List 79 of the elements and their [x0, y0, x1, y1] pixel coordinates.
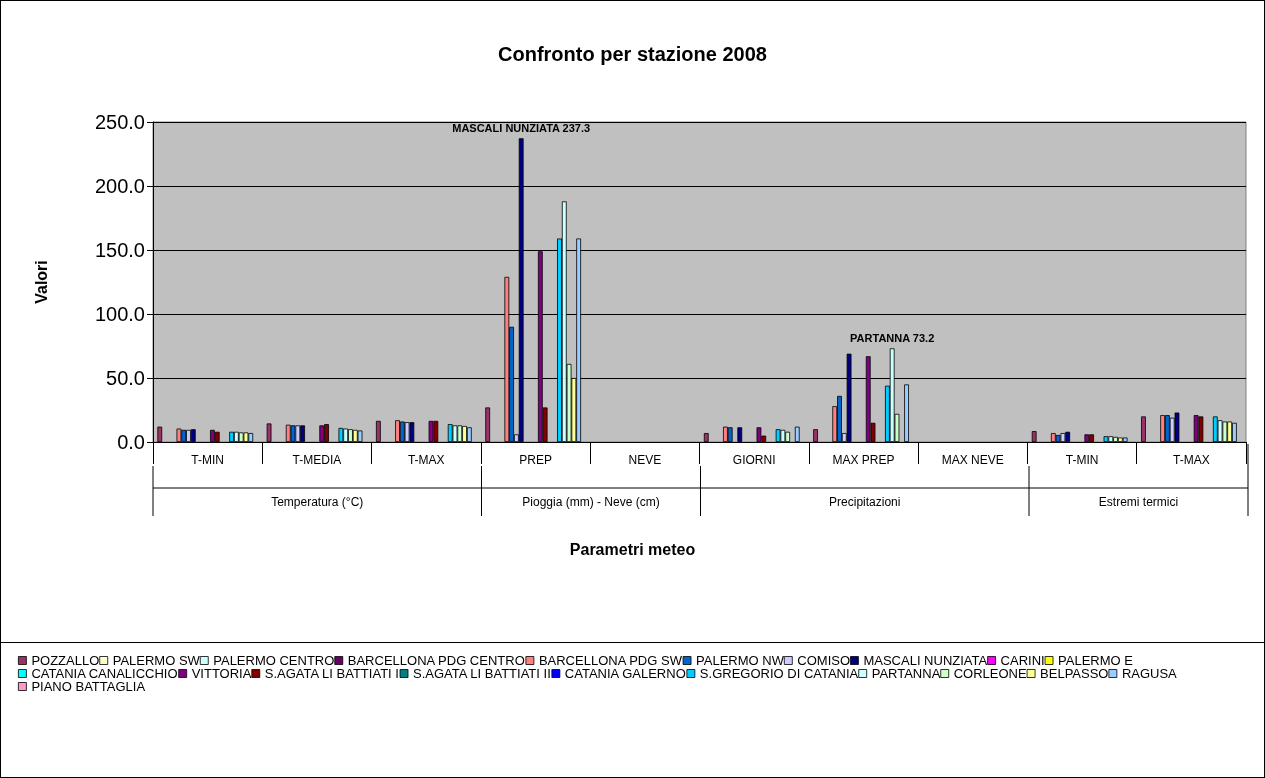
bar — [233, 431, 239, 442]
y-axis-title: Valori — [32, 260, 50, 304]
legend-label: PALERMO SW — [112, 653, 201, 668]
bar — [1160, 415, 1166, 442]
bar — [157, 426, 163, 442]
x-tick-label: PREP — [519, 453, 552, 467]
bar — [737, 427, 743, 442]
x-tick-label: MAX PREP — [832, 453, 895, 467]
bar — [319, 425, 325, 442]
legend-label: PIANO BATTAGLIA — [31, 679, 146, 694]
legend-label: POZZALLO — [31, 653, 100, 668]
legend-label: CARINI — [1000, 653, 1045, 668]
bar — [703, 433, 709, 442]
legend-label: S.GREGORIO DI CATANIA — [699, 666, 859, 681]
bar — [1141, 416, 1146, 442]
legend-label: PARTANNA — [871, 666, 941, 681]
bar — [466, 427, 472, 442]
legend-label: S.AGATA LI BATTIATI I — [264, 666, 399, 681]
y-tick-label: 50.0 — [106, 367, 145, 389]
bar — [290, 425, 296, 442]
legend-label: CATANIA CANALICCHIO — [31, 666, 178, 681]
text: Pioggia (mm) - Neve (cm) — [522, 495, 660, 509]
x-tick-label: GIORNI — [732, 453, 776, 467]
legend-label: CATANIA GALERNO — [564, 666, 686, 681]
legend-label: S.AGATA LI BATTIATI II — [413, 666, 551, 681]
legend-label: COMISO — [797, 653, 851, 668]
x-tick-label: NEVE — [628, 453, 662, 467]
text: Temperatura (°C) — [271, 495, 364, 509]
x-tick-label: T-MIN — [191, 453, 224, 467]
bar — [452, 425, 458, 442]
y-tick-label: 100.0 — [94, 303, 145, 325]
bar — [1217, 420, 1223, 442]
x-axis-title: Parametri meteo — [569, 540, 696, 558]
bar — [375, 420, 381, 442]
bar — [338, 427, 344, 442]
legend-label: BELPASSO — [1040, 666, 1109, 681]
legend-label: BARCELLONA PDG SW — [538, 653, 683, 668]
bar — [1174, 412, 1180, 442]
bar — [243, 432, 249, 442]
bar — [176, 428, 182, 442]
legend-label: RAGUSA — [1121, 666, 1178, 681]
bar — [813, 429, 818, 442]
x-tick-label: T-MIN — [1065, 453, 1099, 467]
text: Precipitazioni — [829, 495, 901, 509]
bar — [727, 427, 733, 442]
legend-label: PALERMO E — [1058, 653, 1134, 668]
bar — [1103, 436, 1109, 442]
bar — [214, 431, 220, 442]
legend-label: MASCALI NUNZIATA — [863, 653, 988, 668]
bar — [190, 429, 196, 442]
legend-label: PALERMO CENTRO — [213, 653, 335, 668]
x-tick-label: T-MEDIA — [292, 453, 342, 467]
bar — [1122, 437, 1128, 442]
bar — [1055, 434, 1061, 442]
bar — [266, 423, 272, 442]
x-tick-label: T-MAX — [407, 453, 445, 467]
bar — [357, 430, 363, 442]
bar — [1084, 434, 1090, 442]
y-tick-label: 200.0 — [94, 175, 145, 197]
bar — [428, 420, 434, 442]
bar — [1031, 431, 1037, 442]
bar — [904, 384, 909, 442]
legend-label: BARCELLONA PDG CENTRO — [347, 653, 525, 668]
data-label: MASCALI NUNZIATA 237.3 — [452, 121, 591, 134]
bar — [485, 407, 491, 442]
y-tick-label: 0.0 — [117, 431, 145, 453]
legend-label: VITTORIA — [191, 666, 252, 681]
bar — [756, 427, 762, 442]
chart-title: Confronto per stazione 2008 — [498, 43, 767, 65]
x-tick-label: MAX NEVE — [941, 453, 1004, 467]
y-tick-label: 250.0 — [94, 111, 145, 133]
data-label: PARTANNA 73.2 — [850, 331, 935, 344]
y-tick-label: 150.0 — [94, 239, 145, 261]
bar — [794, 426, 800, 442]
x-tick-label: T-MAX — [1173, 453, 1210, 467]
legend-label: PALERMO NW — [696, 653, 785, 668]
bar — [1050, 433, 1056, 442]
text: Estremi termici — [1098, 495, 1179, 509]
legend-label: CORLEONE — [953, 666, 1027, 681]
